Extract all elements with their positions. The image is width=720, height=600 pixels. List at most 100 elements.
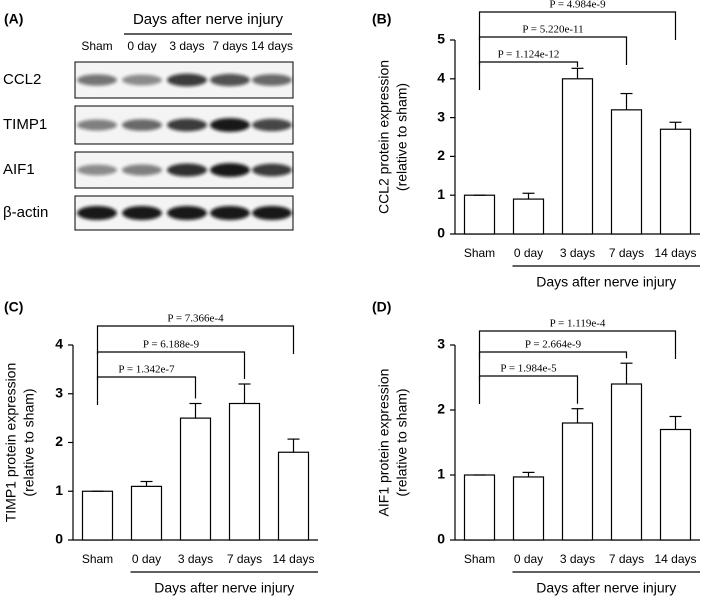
y-tick-label: 3: [437, 108, 445, 124]
panel-label: (A): [4, 11, 23, 27]
y-tick-label: 0: [55, 531, 63, 547]
y-tick-label: 1: [437, 466, 445, 482]
p-value: P = 2.664e-9: [525, 339, 582, 351]
y-axis-label: TIMP1 protein expression: [3, 363, 19, 523]
blot-header: Days after nerve injury: [133, 11, 284, 28]
bar: [228, 402, 261, 541]
x-axis-label: Days after nerve injury: [154, 580, 294, 596]
blot-band: [77, 164, 117, 176]
y-tick-label: 2: [55, 433, 63, 449]
lane-label: 14 days: [251, 39, 293, 53]
row-label: CCL2: [3, 71, 41, 88]
significance-bracket: [478, 330, 677, 359]
blot-band: [122, 164, 162, 176]
significance-bracket: [478, 61, 579, 90]
x-tick-label: 7 days: [609, 246, 644, 260]
significance-bracket: [96, 325, 295, 354]
lane-label: 0 day: [127, 39, 156, 53]
bar: [610, 109, 643, 235]
bar: [561, 422, 594, 541]
blot-band: [167, 73, 207, 87]
blot-band: [210, 118, 250, 132]
bar: [561, 78, 594, 235]
significance-bracket: [478, 351, 628, 380]
y-tick-label: 3: [55, 384, 63, 400]
blot-band: [210, 206, 250, 220]
p-value: P = 5.220e-11: [522, 24, 583, 36]
bar: [659, 128, 692, 235]
p-value: P = 7.366e-4: [167, 313, 224, 325]
blot-band: [77, 206, 117, 220]
x-tick-label: 3 days: [560, 552, 595, 566]
bar: [130, 485, 163, 541]
lane-label: 7 days: [212, 39, 247, 53]
blot-band: [122, 206, 162, 220]
x-tick-label: 7 days: [609, 552, 644, 566]
row-label: AIF1: [3, 161, 35, 178]
y-tick-label: 4: [55, 336, 63, 352]
y-axis-label: (relative to sham): [394, 388, 410, 496]
x-tick-label: 0 day: [514, 246, 543, 260]
panel-label: (B): [372, 11, 391, 27]
y-tick-label: 1: [437, 186, 445, 202]
blot-band: [210, 73, 250, 87]
x-tick-label: 14 days: [272, 552, 314, 566]
blot-band: [252, 74, 292, 86]
bar: [512, 476, 545, 541]
row-label: TIMP1: [3, 116, 47, 133]
bar: [512, 198, 545, 235]
blot-band: [122, 74, 162, 86]
blot-band: [77, 119, 117, 131]
p-value: P = 1.124e-12: [498, 49, 560, 61]
blot-band: [122, 119, 162, 131]
y-tick-label: 0: [437, 531, 445, 547]
y-tick-label: 2: [437, 401, 445, 417]
blot-band: [252, 163, 292, 177]
y-tick-label: 0: [437, 225, 445, 241]
blot-band: [77, 74, 117, 86]
significance-bracket: [478, 36, 628, 65]
lane-label: Sham: [81, 39, 112, 53]
x-tick-label: Sham: [464, 246, 495, 260]
bar: [463, 474, 496, 541]
row-label: β-actin: [3, 204, 48, 221]
x-tick-label: 3 days: [560, 246, 595, 260]
x-tick-label: 3 days: [178, 552, 213, 566]
y-axis-label: (relative to sham): [21, 388, 37, 496]
bar: [610, 383, 643, 541]
bar: [277, 451, 310, 541]
x-tick-label: 14 days: [654, 246, 696, 260]
y-tick-label: 4: [437, 70, 445, 86]
x-axis-label: Days after nerve injury: [536, 580, 676, 596]
significance-bracket: [96, 376, 197, 405]
x-tick-label: Sham: [82, 552, 113, 566]
y-axis-label: AIF1 protein expression: [376, 369, 392, 517]
significance-bracket: [96, 351, 246, 380]
x-tick-label: Sham: [464, 552, 495, 566]
panel-label: (D): [372, 299, 391, 315]
p-value: P = 1.342e-7: [118, 364, 175, 376]
bar: [463, 194, 496, 235]
x-axis-label: Days after nerve injury: [536, 274, 676, 290]
p-value: P = 1.984e-5: [500, 363, 557, 375]
significance-bracket: [478, 11, 677, 40]
bar: [179, 417, 212, 541]
x-tick-label: 0 day: [514, 552, 543, 566]
y-tick-label: 3: [437, 336, 445, 352]
bar: [659, 428, 692, 541]
p-value: P = 6.188e-9: [143, 339, 200, 351]
blot-band: [252, 118, 292, 132]
blot-band: [167, 163, 207, 177]
p-value: P = 1.119e-4: [550, 318, 606, 330]
blot-band: [167, 206, 207, 220]
bar: [81, 490, 114, 541]
blot-band: [252, 206, 292, 220]
x-tick-label: 7 days: [227, 552, 262, 566]
blot-band: [167, 118, 207, 132]
y-axis-label: (relative to sham): [394, 83, 410, 191]
x-tick-label: 0 day: [132, 552, 161, 566]
y-tick-label: 1: [55, 482, 63, 498]
p-value: P = 4.984e-9: [549, 0, 606, 11]
y-tick-label: 5: [437, 31, 445, 47]
